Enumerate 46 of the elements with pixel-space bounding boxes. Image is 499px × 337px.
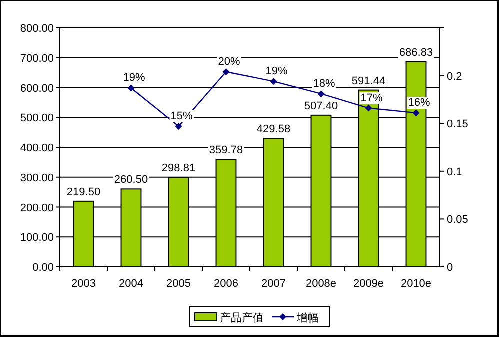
- y-tick-label: 100.00: [20, 232, 54, 244]
- data-label: 17%: [360, 92, 383, 104]
- point: [318, 90, 325, 98]
- data-label: 15%: [170, 110, 193, 122]
- y-tick-label: 700.00: [20, 52, 54, 65]
- data-label: 18%: [313, 78, 336, 90]
- data-label: 19%: [266, 66, 288, 78]
- x-tick-label: 2009e: [353, 278, 384, 290]
- x-tick-label: 2006: [214, 278, 238, 290]
- x-tick-label: 2010e: [400, 278, 432, 290]
- x-tick-label: 2004: [119, 278, 144, 290]
- data-label: 429.58: [256, 124, 291, 136]
- x-tick-label: 2003: [72, 278, 96, 290]
- data-label: 507.40: [304, 100, 338, 112]
- data-label: 298.81: [162, 162, 196, 175]
- point: [175, 122, 182, 130]
- y-tick-label: 500.00: [20, 112, 54, 125]
- y2-tick-label: 0.1: [447, 166, 462, 178]
- y2-tick-label: 0.2: [447, 70, 462, 83]
- y2-tick-label: 0: [447, 262, 454, 274]
- data-label: 16%: [408, 97, 430, 110]
- point: [270, 78, 278, 86]
- x-tick-label: 2007: [262, 278, 286, 290]
- legend-label: 增幅: [296, 312, 319, 324]
- data-label: 19%: [123, 72, 146, 84]
- data-label: 219.50: [66, 186, 101, 198]
- y-tick-label: 300.00: [20, 172, 54, 184]
- y-tick-label: 200.00: [20, 202, 54, 214]
- point: [412, 110, 420, 117]
- data-label: 20%: [218, 56, 240, 68]
- y-tick-label: 400.00: [20, 142, 54, 154]
- data-label: 359.78: [209, 144, 244, 157]
- legend-label: 产品产值: [220, 312, 264, 324]
- data-label: 260.50: [114, 174, 148, 186]
- point: [222, 68, 230, 76]
- y2-tick-label: 0.15: [447, 118, 468, 131]
- x-tick-label: 2008e: [306, 278, 337, 290]
- y-tick-label: 800.00: [20, 23, 54, 35]
- y-tick-label: 600.00: [20, 82, 54, 95]
- data-label: 686.83: [399, 46, 434, 59]
- point: [365, 104, 372, 112]
- data-label: 591.44: [352, 75, 386, 88]
- y2-tick-label: 0.05: [447, 214, 468, 226]
- point: [128, 84, 135, 92]
- x-tick-label: 2005: [166, 278, 191, 290]
- y-tick-label: 0.00: [32, 262, 54, 274]
